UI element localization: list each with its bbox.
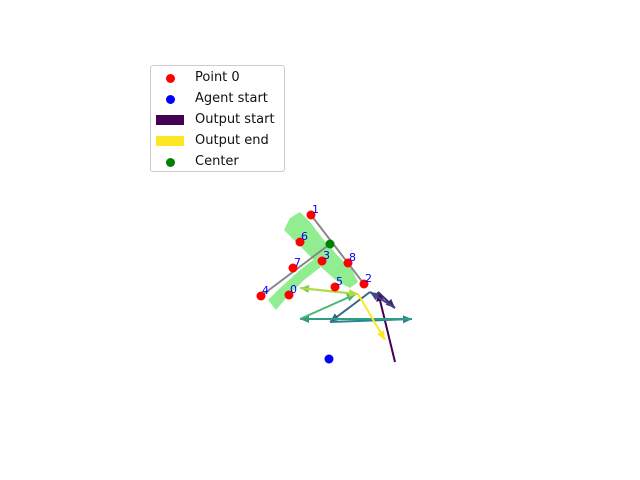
legend-label: Output end [195,133,269,148]
point-label: 3 [323,249,330,262]
output-arrows [299,284,413,363]
legend-marker-red-dot [166,74,175,83]
legend-label: Output start [195,112,275,127]
center-marker [325,239,335,249]
output-arrow-segment [299,287,359,295]
point-marker [359,279,369,289]
output-arrow-head [370,292,380,301]
point-label: 0 [290,283,297,296]
point-label: 6 [301,230,308,243]
agent-start-marker [324,354,334,364]
legend-label: Point 0 [195,70,240,85]
point-label: 1 [312,203,319,216]
legend-marker-purple-rect [156,115,184,125]
point-marker [295,237,305,247]
point-labels: 0 1 2 3 4 5 67 8 [262,203,372,297]
legend-label: Agent start [195,91,268,106]
legend-item-output-end: Output end [151,131,286,151]
point-marker [288,263,298,273]
point-label: 7 [294,256,301,269]
legend-item-point0: Point 0 [151,68,286,88]
points [256,210,369,364]
point-marker [343,258,353,268]
legend-label: Center [195,154,239,169]
output-arrow-segment [299,293,357,320]
point-marker [284,290,294,300]
legend-item-output-start: Output start [151,110,286,130]
output-arrow-head [376,330,385,340]
legend: Point 0 Agent start Output start Output … [150,65,285,172]
legend-marker-blue-dot [166,95,175,104]
output-arrow-head [348,289,358,298]
point-marker [306,210,316,220]
legend-marker-green-dot [166,158,175,167]
point-label: 2 [365,272,372,285]
legend-marker-yellow-rect [156,136,184,146]
output-arrow-head [346,294,356,302]
point-label: 4 [262,284,269,297]
legend-item-agent-start: Agent start [151,89,286,109]
point-label: 5 [336,275,343,288]
point-label: 8 [349,251,356,264]
point-marker [256,291,266,301]
point-marker [317,256,327,266]
legend-item-center: Center [151,152,286,172]
output-arrow-segment [377,291,396,363]
point-marker [330,282,340,292]
skeleton-line [310,214,365,285]
